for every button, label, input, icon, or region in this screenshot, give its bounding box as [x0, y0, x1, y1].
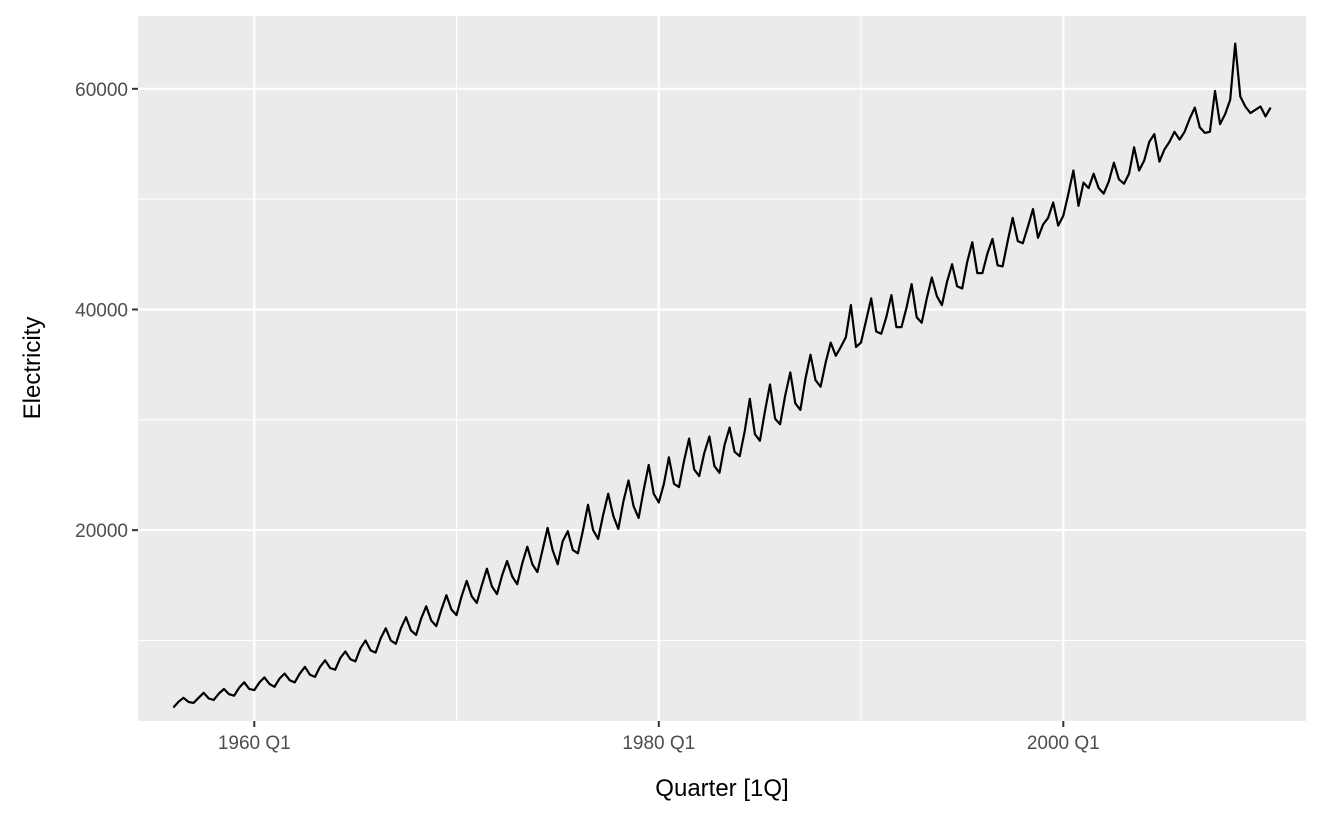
x-tick-label: 1980 Q1 — [622, 733, 695, 754]
x-tick-label: 1960 Q1 — [218, 733, 291, 754]
y-tick-label: 20000 — [75, 521, 128, 542]
x-axis: 1960 Q1 1980 Q1 2000 Q1 — [218, 721, 1100, 754]
y-axis: 20000 40000 60000 — [75, 80, 138, 542]
series-line — [172, 42, 1272, 709]
y-tick-label: 60000 — [75, 80, 128, 101]
plot-panel — [138, 16, 1306, 721]
minor-gridlines — [138, 16, 1306, 721]
major-gridlines — [138, 16, 1306, 721]
x-axis-title: Quarter [1Q] — [655, 775, 788, 802]
y-axis-title: Electricity — [19, 317, 46, 420]
x-tick-label: 2000 Q1 — [1027, 733, 1100, 754]
y-tick-label: 40000 — [75, 300, 128, 321]
